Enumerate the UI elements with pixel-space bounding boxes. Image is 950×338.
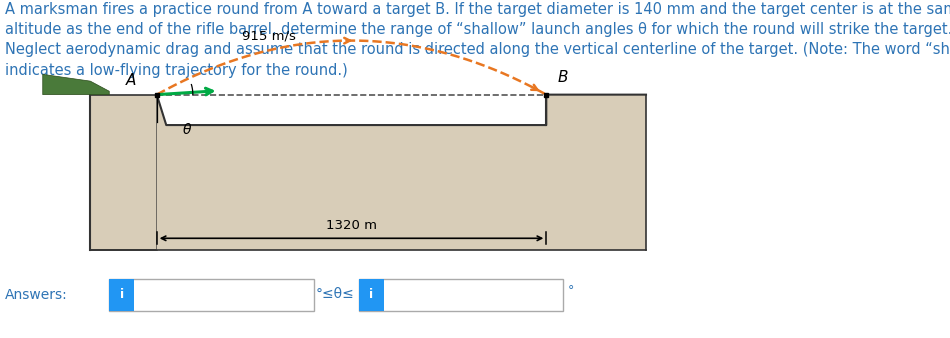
Polygon shape [157, 95, 646, 250]
Text: 1320 m: 1320 m [326, 219, 377, 232]
Text: 915 m/s: 915 m/s [242, 29, 296, 42]
Text: i: i [120, 288, 124, 301]
Polygon shape [90, 95, 157, 250]
Text: °≤θ≤: °≤θ≤ [315, 287, 354, 301]
FancyBboxPatch shape [359, 279, 563, 311]
Text: Answers:: Answers: [5, 288, 67, 302]
Polygon shape [43, 74, 109, 95]
FancyBboxPatch shape [109, 279, 314, 311]
Text: B: B [558, 70, 568, 84]
FancyBboxPatch shape [109, 279, 134, 311]
FancyBboxPatch shape [359, 279, 384, 311]
Text: i: i [370, 288, 373, 301]
Text: θ: θ [183, 123, 191, 137]
Text: °: ° [568, 284, 575, 296]
Text: A: A [125, 73, 136, 88]
Text: A marksman fires a practice round from A toward a target B. If the target diamet: A marksman fires a practice round from A… [5, 2, 950, 78]
